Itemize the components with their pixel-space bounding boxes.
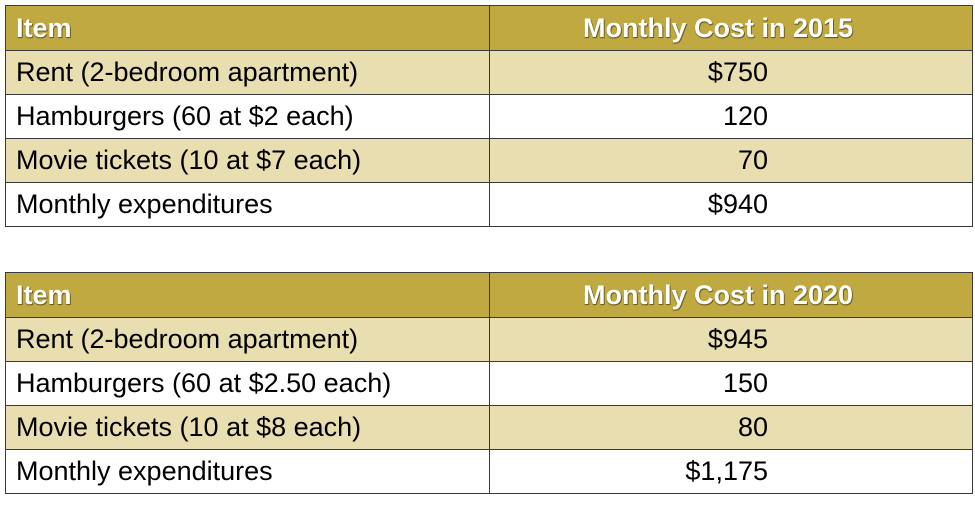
item-cell: Movie tickets (10 at $8 each) bbox=[5, 405, 490, 450]
table-row: Movie tickets (10 at $7 each) 70 bbox=[5, 138, 973, 183]
item-cell: Rent (2-bedroom apartment) bbox=[5, 50, 490, 95]
item-cell: Rent (2-bedroom apartment) bbox=[5, 317, 490, 362]
cost-cell: $940 bbox=[489, 182, 973, 227]
item-cell: Movie tickets (10 at $7 each) bbox=[5, 138, 490, 183]
item-cell: Monthly expenditures bbox=[5, 449, 490, 494]
total-row: Monthly expenditures $940 bbox=[5, 182, 973, 227]
cost-cell: 150 bbox=[489, 361, 973, 406]
cost-table-2020: Item Monthly Cost in 2020 Rent (2-bedroo… bbox=[5, 272, 973, 494]
item-column-header: Item bbox=[5, 272, 490, 318]
table-row: Rent (2-bedroom apartment) $750 bbox=[5, 50, 973, 95]
table-row: Hamburgers (60 at $2.50 each) 150 bbox=[5, 361, 973, 406]
cost-table-2015: Item Monthly Cost in 2015 Rent (2-bedroo… bbox=[5, 5, 973, 227]
cost-column-header: Monthly Cost in 2015 bbox=[489, 5, 973, 51]
item-cell: Hamburgers (60 at $2.50 each) bbox=[5, 361, 490, 406]
total-row: Monthly expenditures $1,175 bbox=[5, 449, 973, 494]
table-row: Movie tickets (10 at $8 each) 80 bbox=[5, 405, 973, 450]
item-column-header: Item bbox=[5, 5, 490, 51]
cost-column-header: Monthly Cost in 2020 bbox=[489, 272, 973, 318]
cost-cell: $945 bbox=[489, 317, 973, 362]
table-header-row: Item Monthly Cost in 2020 bbox=[5, 272, 973, 318]
cost-cell: 70 bbox=[489, 138, 973, 183]
cost-cell: $1,175 bbox=[489, 449, 973, 494]
item-cell: Hamburgers (60 at $2 each) bbox=[5, 94, 490, 139]
item-cell: Monthly expenditures bbox=[5, 182, 490, 227]
table-header-row: Item Monthly Cost in 2015 bbox=[5, 5, 973, 51]
table-row: Rent (2-bedroom apartment) $945 bbox=[5, 317, 973, 362]
cost-cell: 120 bbox=[489, 94, 973, 139]
cost-cell: $750 bbox=[489, 50, 973, 95]
cost-cell: 80 bbox=[489, 405, 973, 450]
table-row: Hamburgers (60 at $2 each) 120 bbox=[5, 94, 973, 139]
